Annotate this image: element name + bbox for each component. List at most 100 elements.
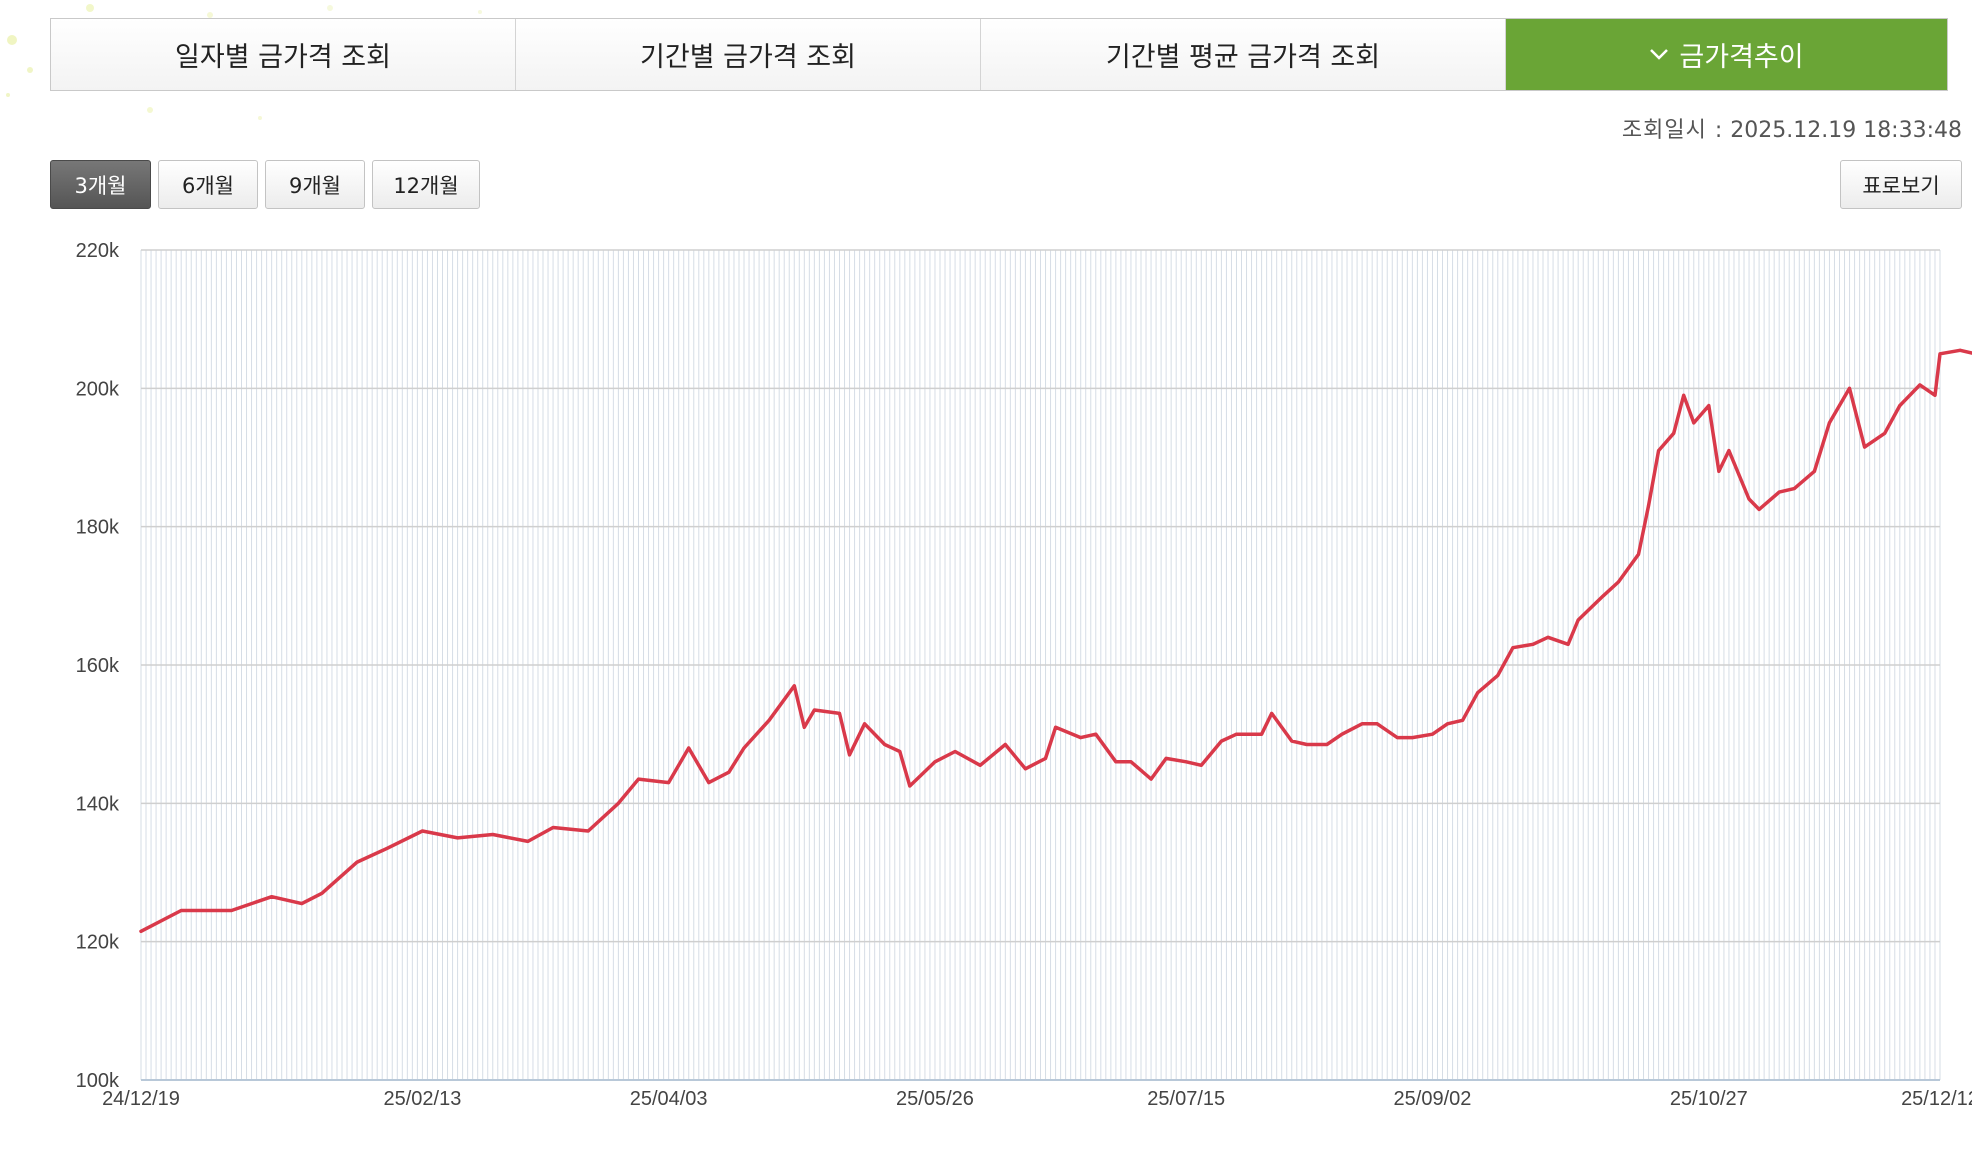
query-timestamp: 조회일시 : 2025.12.19 18:33:48 (1622, 112, 1962, 144)
data-point (1461, 718, 1465, 722)
data-point (1747, 497, 1751, 501)
y-axis: 100k 120k 140k 160k 180k 200k 220k (76, 240, 120, 1092)
x-tick-label: 24/12/19 (102, 1088, 180, 1110)
data-point (802, 725, 806, 729)
x-tick-label: 25/10/27 (1670, 1088, 1748, 1110)
timestamp-value: 2025.12.19 18:33:48 (1730, 118, 1962, 143)
data-point (863, 722, 867, 726)
chevron-down-icon (1649, 42, 1669, 67)
data-point (1340, 732, 1344, 736)
y-tick-label: 100k (76, 1070, 120, 1092)
period-button-6-months[interactable]: 6개월 (158, 160, 258, 209)
data-point (1430, 732, 1434, 736)
data-point (1616, 580, 1620, 584)
data-point (385, 846, 389, 850)
data-point (1375, 722, 1379, 726)
x-tick-label: 25/05/26 (896, 1088, 974, 1110)
data-point (1717, 469, 1721, 473)
data-point (1511, 646, 1515, 650)
data-point (1079, 736, 1083, 740)
data-point (1898, 404, 1902, 408)
data-point (908, 784, 912, 788)
tab-label: 기간별 평균 금가격 조회 (1105, 42, 1381, 73)
period-button-9-months[interactable]: 9개월 (265, 160, 365, 209)
data-point (1129, 760, 1133, 764)
data-point (1757, 507, 1761, 511)
x-tick-label: 25/12/12 (1901, 1088, 1972, 1110)
y-tick-label: 220k (76, 240, 120, 262)
data-point (270, 895, 274, 899)
data-point (883, 743, 887, 747)
tab-daily-gold-price[interactable]: 일자별 금가격 조회 (51, 19, 516, 90)
data-point (1792, 487, 1796, 491)
period-button-3-months[interactable]: 3개월 (50, 160, 151, 209)
data-point (1682, 393, 1686, 397)
data-point (1496, 673, 1500, 677)
data-point (1863, 445, 1867, 449)
data-point (1360, 722, 1364, 726)
data-point (1164, 756, 1168, 760)
data-point (1023, 767, 1027, 771)
data-point (616, 801, 620, 805)
data-point (1325, 743, 1329, 747)
data-point (1938, 352, 1942, 356)
y-tick-label: 200k (76, 378, 120, 400)
tab-bar: 일자별 금가격 조회 기간별 금가격 조회 기간별 평균 금가격 조회 금가격추… (50, 18, 1948, 91)
tab-period-average-gold-price[interactable]: 기간별 평균 금가격 조회 (981, 19, 1506, 90)
data-point (491, 832, 495, 836)
x-axis: 24/12/19 25/02/13 25/04/03 25/05/26 25/07/15… (102, 1079, 1972, 1110)
data-point (898, 749, 902, 753)
data-point (179, 909, 183, 913)
tab-label: 금가격추이 (1679, 42, 1804, 73)
data-point (727, 770, 731, 774)
data-point (1933, 393, 1937, 397)
data-point (1848, 386, 1852, 390)
x-tick-label: 25/02/13 (383, 1088, 461, 1110)
data-point (953, 749, 957, 753)
data-point (812, 708, 816, 712)
data-point (1290, 739, 1294, 743)
data-point (636, 777, 640, 781)
data-point (767, 718, 771, 722)
data-point (1199, 763, 1203, 767)
data-point (1184, 760, 1188, 764)
data-point (687, 746, 691, 750)
data-point (586, 829, 590, 833)
data-point (1446, 722, 1450, 726)
data-point (1647, 504, 1651, 508)
tab-label: 기간별 금가격 조회 (640, 42, 856, 73)
data-point (420, 829, 424, 833)
data-point (1114, 760, 1118, 764)
y-tick-label: 140k (76, 793, 120, 815)
data-point (1270, 711, 1274, 715)
tab-gold-price-trend[interactable]: 금가격추이 (1506, 19, 1947, 90)
y-tick-label: 120k (76, 932, 120, 954)
data-point (139, 929, 143, 933)
table-view-button[interactable]: 표로보기 (1840, 160, 1962, 209)
data-point (526, 839, 530, 843)
data-point (667, 781, 671, 785)
data-point (551, 826, 555, 830)
data-point (1883, 431, 1887, 435)
data-point (456, 836, 460, 840)
y-tick-label: 160k (76, 655, 120, 677)
data-point (1601, 594, 1605, 598)
data-point (229, 909, 233, 913)
gold-price-line (139, 348, 1972, 934)
data-point (742, 746, 746, 750)
x-tick-label: 25/04/03 (630, 1088, 708, 1110)
data-point (1692, 421, 1696, 425)
data-point (1305, 743, 1309, 747)
data-point (1777, 490, 1781, 494)
data-point (1531, 642, 1535, 646)
data-point (355, 860, 359, 864)
data-point (978, 763, 982, 767)
x-tick-label: 25/07/15 (1147, 1088, 1225, 1110)
period-button-12-months[interactable]: 12개월 (372, 160, 480, 209)
data-point (1707, 404, 1711, 408)
timestamp-label: 조회일시 : (1621, 118, 1724, 143)
data-point (1044, 756, 1048, 760)
data-point (1234, 732, 1238, 736)
tab-period-gold-price[interactable]: 기간별 금가격 조회 (516, 19, 981, 90)
